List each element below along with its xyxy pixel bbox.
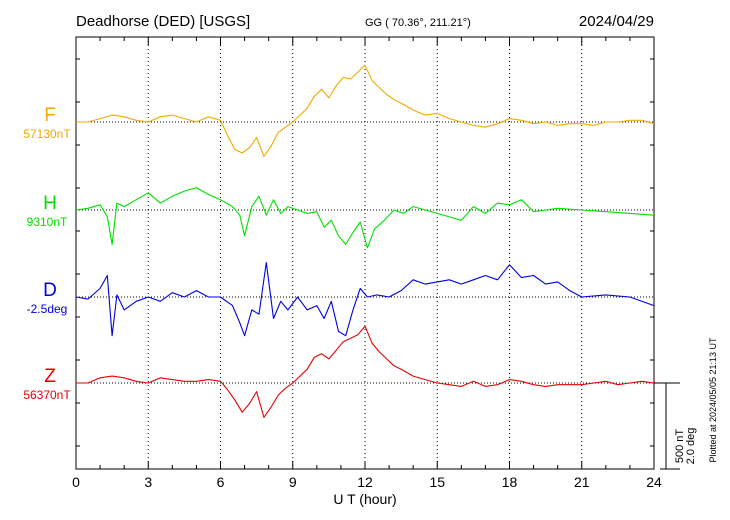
x-tick-label-15: 15 bbox=[429, 474, 445, 490]
scale-nt-label: 500 nT bbox=[674, 429, 686, 464]
series-name-h: H bbox=[43, 193, 57, 214]
scale-bar: 500 nT 2.0 deg bbox=[660, 382, 697, 470]
x-tick-label-21: 21 bbox=[574, 474, 590, 490]
series-name-f: F bbox=[44, 105, 56, 126]
series-line-h bbox=[75, 187, 655, 249]
series-line-d bbox=[75, 262, 655, 337]
coordinates-label: GG ( 70.36°, 211.21°) bbox=[365, 17, 471, 29]
series-baseline-label-z: 56370nT bbox=[23, 388, 71, 402]
grid-lines bbox=[147, 37, 583, 469]
x-tick-label-18: 18 bbox=[502, 474, 518, 490]
scale-deg-label: 2.0 deg bbox=[685, 428, 697, 465]
x-axis: 0 3 6 9 12 15 18 21 24 bbox=[72, 37, 662, 490]
series-baseline-label-d: -2.5deg bbox=[27, 302, 68, 316]
series-name-z: Z bbox=[44, 366, 56, 387]
plotted-at-note: Plotted at 2024/05/05 21:13 UT bbox=[708, 337, 718, 463]
x-tick-label-12: 12 bbox=[357, 474, 373, 490]
x-tick-label-6: 6 bbox=[217, 474, 225, 490]
x-tick-label-0: 0 bbox=[72, 474, 80, 490]
series-baseline-label-f: 57130nT bbox=[23, 127, 71, 141]
series-line-f bbox=[76, 64, 655, 157]
station-title: Deadhorse (DED) [USGS] bbox=[76, 13, 250, 30]
x-tick-label-3: 3 bbox=[144, 474, 152, 490]
series-baseline-label-h: 9310nT bbox=[27, 215, 68, 229]
series-line-z bbox=[76, 325, 655, 418]
series-group bbox=[75, 64, 655, 418]
series-baselines bbox=[76, 121, 680, 384]
x-axis-title: U T (hour) bbox=[333, 491, 396, 507]
date-label: 2024/04/29 bbox=[579, 13, 654, 30]
series-name-d: D bbox=[43, 280, 57, 301]
x-tick-label-9: 9 bbox=[289, 474, 297, 490]
x-tick-label-24: 24 bbox=[646, 474, 662, 490]
